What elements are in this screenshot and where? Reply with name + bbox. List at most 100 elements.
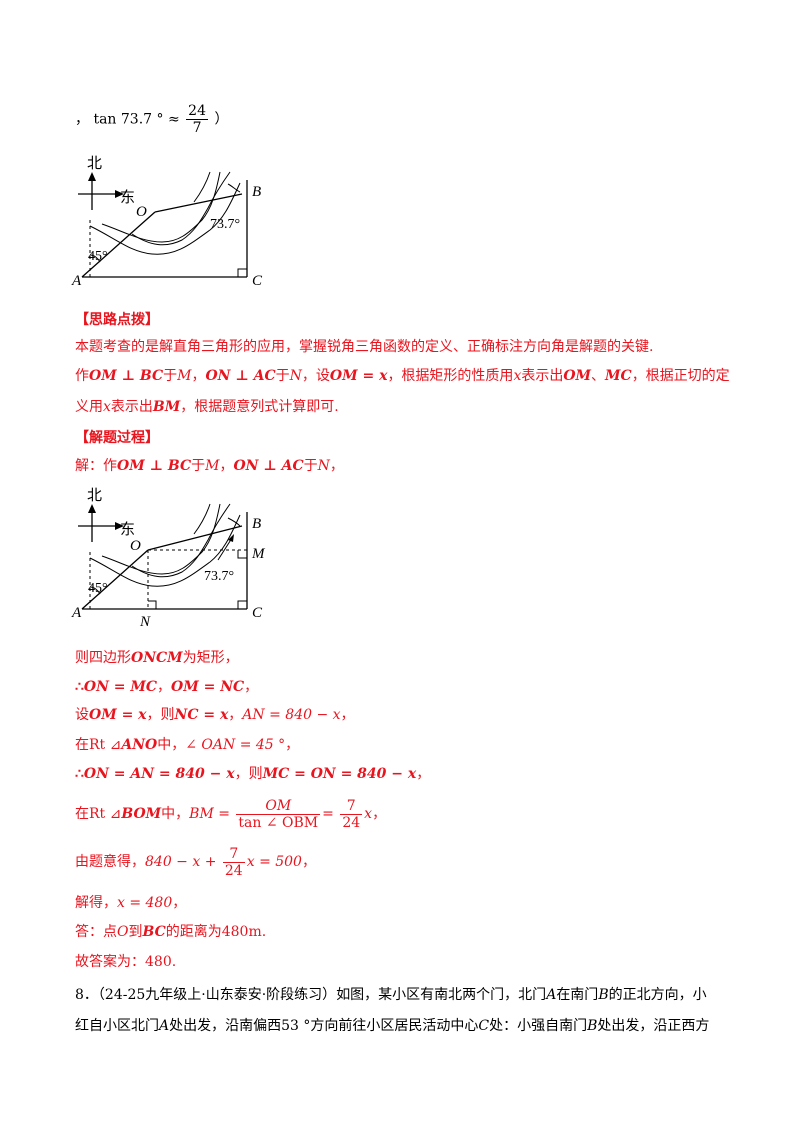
- answer-value: 480: [145, 954, 172, 970]
- math-on-perp-ac: ON ⊥ AC: [233, 458, 304, 474]
- math-bom: BOM: [121, 806, 162, 822]
- river-bank-3: [131, 171, 231, 246]
- text: 于: [191, 458, 206, 474]
- solution-line-8: 由题意得，840 − x + 7 24 x = 500，: [75, 844, 316, 880]
- solution-line-5: 在Rt ⊿ANO中，∠ OAN = 45 °，: [75, 735, 299, 755]
- text: 在南门: [556, 987, 599, 1003]
- tan-expression: tan 73.7 °: [93, 111, 164, 128]
- solution-line-2: 则四边形ONCM为矩形，: [75, 648, 239, 668]
- fraction-numerator: 24: [186, 103, 208, 120]
- fraction-numerator: OM: [236, 798, 321, 815]
- math-o: O: [117, 924, 129, 940]
- river-bank-1: [89, 514, 241, 587]
- text: 、: [591, 368, 606, 384]
- math-m: M: [205, 458, 220, 474]
- text: 如图，某小区有南北两个门，北门: [336, 987, 547, 1003]
- text: .: [261, 924, 267, 940]
- text: ，: [329, 458, 344, 474]
- text: 在: [75, 737, 89, 753]
- hint-heading: 【思路点拨】: [75, 312, 159, 328]
- math-ano: ANO: [121, 737, 158, 753]
- text: 的距离为: [165, 924, 222, 940]
- math-bm: BM: [152, 399, 181, 415]
- fraction-denominator: tan ∠ OBM: [238, 814, 319, 831]
- text: 答：点: [75, 924, 117, 940]
- text: ，: [157, 679, 172, 695]
- math-om-eq-x: OM = x: [89, 707, 147, 723]
- math-nc-eq-x: NC = x: [174, 707, 229, 723]
- fraction-7-24: 7 24: [340, 798, 363, 831]
- east-label: 东: [120, 189, 135, 206]
- solution-line-7: 在Rt ⊿BOM中，BM = OM tan ∠ OBM = 7 24 x，: [75, 796, 386, 832]
- math-rt-triangle: Rt ⊿: [89, 806, 122, 822]
- math-expression: x = 500: [246, 854, 302, 870]
- question-8-line-2: 红自小区北门A处出发，沿南偏西53 °方向前往小区居民活动中心C处：小强自南门B…: [75, 1016, 709, 1036]
- river-bank-1: [89, 182, 241, 255]
- math-degree: 53 °: [281, 1018, 311, 1034]
- point-m-label: M: [251, 546, 266, 562]
- text: 义用: [75, 399, 103, 415]
- text: ，根据矩形的性质用: [387, 368, 514, 384]
- math-on-eq-an: ON = AN = 840 − x: [83, 766, 235, 782]
- angle-b-label: 73.7°: [210, 217, 240, 232]
- point-b-label: B: [252, 184, 261, 200]
- angle-a-label: 45°: [88, 249, 108, 264]
- angle-b-label: 73.7°: [204, 569, 234, 584]
- right-angle-c: [237, 600, 247, 609]
- fraction-numerator: 7: [340, 798, 363, 815]
- river-bank-2: [101, 503, 221, 575]
- angle-arc-b: [227, 183, 241, 193]
- close-paren: ）: [214, 111, 229, 128]
- angle-a-label: 45°: [88, 581, 108, 596]
- text: 于: [303, 458, 318, 474]
- solution-line-4: 设OM = x，则NC = x，AN = 840 − x，: [75, 705, 355, 725]
- question-8-line-1: 8．（24-25九年级上·山东泰安·阶段练习）如图，某小区有南北两个门，北门A在…: [75, 985, 707, 1005]
- text: 中，: [157, 737, 186, 753]
- question-source: （24-25九年级上·山东泰安·阶段练习）: [97, 987, 337, 1003]
- angle-pointer-arrow-icon: [228, 534, 234, 542]
- angle-arc-a: [89, 254, 101, 263]
- segment-ob: [154, 193, 243, 213]
- solution-line-1: 解：作OM ⊥ BC于M，ON ⊥ AC于N，: [75, 456, 344, 476]
- text: 中，: [161, 806, 190, 822]
- text: 处：小强自南门: [489, 1018, 588, 1034]
- solution-line-6: ∴ON = AN = 840 − x，则MC = ON = 840 − x，: [75, 764, 430, 784]
- math-om-perp-bc: OM ⊥ BC: [89, 368, 164, 384]
- solution-heading: 【解题过程】: [75, 430, 159, 446]
- math-on-eq-mc: ON = MC: [83, 679, 158, 695]
- east-arrow-icon: [115, 190, 124, 198]
- math-a: A: [159, 1018, 170, 1034]
- segment-ao: [81, 211, 156, 278]
- text: 在: [75, 806, 89, 822]
- fraction-denominator: 24: [224, 862, 243, 879]
- angle-arc-b: [227, 517, 241, 527]
- math-a: A: [546, 987, 557, 1003]
- fraction-om-tan: OM tan ∠ OBM: [236, 798, 321, 831]
- solution-line-11: 故答案为：480.: [75, 952, 176, 972]
- text: ，根据题意列式计算即可.: [180, 399, 339, 415]
- math-x: x: [364, 806, 373, 822]
- therefore-symbol: ∴: [75, 766, 84, 782]
- text: ，: [301, 854, 316, 870]
- text: 解：作: [75, 458, 117, 474]
- solution-line-3: ∴ON = MC，OM = NC，: [75, 677, 258, 697]
- text: 则四边形: [75, 650, 131, 666]
- answer-value: 480m: [221, 924, 262, 940]
- math-bc: BC: [142, 924, 166, 940]
- math-n: N: [289, 368, 302, 384]
- text: ，: [285, 737, 300, 753]
- point-n-label: N: [139, 614, 151, 630]
- math-mc: MC: [605, 368, 632, 384]
- math-an-eq: AN = 840 − x: [242, 707, 341, 723]
- text: ，: [228, 707, 243, 723]
- math-rt-triangle: Rt ⊿: [89, 737, 122, 753]
- north-label: 北: [87, 487, 102, 504]
- figure-1-diagram: 北 东 O B A C 73.7° 45°: [71, 155, 263, 289]
- math-x: x: [103, 399, 111, 415]
- fraction-denominator: 7: [192, 120, 202, 136]
- text: ，: [372, 806, 387, 822]
- river-bank-4: [193, 171, 211, 203]
- math-om-perp-bc: OM ⊥ BC: [117, 458, 192, 474]
- solution-line-9: 解得，x = 480，: [75, 893, 186, 913]
- text: 到: [128, 924, 143, 940]
